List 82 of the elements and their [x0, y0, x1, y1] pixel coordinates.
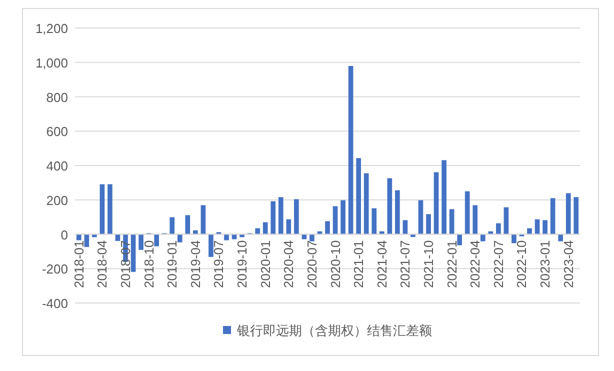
- x-tick-label: 2021-10: [421, 240, 436, 288]
- bar: [449, 209, 454, 234]
- bar: [395, 190, 400, 234]
- bar: [534, 219, 540, 234]
- bar: [270, 201, 276, 234]
- y-tick-label: 0: [60, 227, 68, 242]
- y-tick-label: 400: [46, 158, 68, 174]
- bar: [332, 206, 338, 234]
- x-tick-label: 2023-01: [538, 240, 553, 288]
- bar: [208, 234, 214, 257]
- bar: [310, 234, 314, 242]
- bar: [286, 219, 292, 234]
- x-tick-label: 2019-01: [164, 240, 180, 288]
- bar: [340, 200, 346, 234]
- x-tick-label: 2022-04: [468, 240, 483, 288]
- bar: [472, 205, 478, 234]
- y-tick-label: 1,200: [35, 21, 68, 36]
- bar: [480, 234, 486, 242]
- x-tick-label: 2021-01: [351, 240, 366, 288]
- x-tick-label: 2019-07: [211, 240, 226, 288]
- bar: [527, 228, 532, 234]
- x-tick-label: 2023-04: [560, 240, 576, 288]
- bar: [200, 205, 206, 234]
- y-tick-label: -400: [42, 296, 68, 311]
- bar: [193, 230, 198, 234]
- x-tick-label: 2019-04: [188, 240, 203, 288]
- bar: [185, 215, 190, 234]
- bar: [278, 197, 284, 234]
- y-tick-label: 200: [46, 192, 68, 208]
- bar: [566, 193, 571, 234]
- x-tick-label: 2018-04: [94, 240, 110, 288]
- x-tick-label: 2021-07: [398, 240, 413, 288]
- x-tick-label: 2019-10: [234, 240, 250, 288]
- x-tick-label: 2018-01: [71, 240, 86, 288]
- bar: [138, 234, 144, 250]
- bar: [512, 234, 516, 244]
- bar: [457, 234, 462, 246]
- bar: [558, 234, 563, 242]
- x-tick-label: 2020-04: [281, 240, 296, 288]
- y-tick-label: -200: [42, 262, 68, 277]
- x-tick-label: 2020-01: [258, 240, 273, 288]
- bar: [294, 199, 299, 234]
- bar: [84, 234, 90, 247]
- bar: [418, 200, 424, 234]
- bar: [130, 234, 136, 272]
- x-tick-label: 2018-10: [141, 240, 156, 288]
- bar: [224, 234, 229, 240]
- bar: [542, 220, 548, 234]
- bar: [426, 214, 431, 234]
- y-tick-label: 600: [46, 124, 68, 140]
- bar: [170, 217, 175, 234]
- bar: [108, 184, 112, 234]
- bar: [154, 234, 159, 246]
- bar: [550, 198, 556, 234]
- y-tick-label: 1,000: [35, 55, 68, 70]
- x-tick-label: 2022-01: [444, 240, 460, 288]
- y-tick-label: 800: [46, 90, 68, 105]
- bar: [356, 158, 361, 234]
- legend-label: 银行即远期（含期权）结售汇差额: [236, 323, 432, 338]
- bar: [177, 234, 182, 242]
- x-tick-label: 2020-10: [328, 240, 343, 288]
- x-tick-label: 2020-07: [304, 240, 320, 288]
- x-tick-label: 2022-07: [490, 240, 506, 288]
- bar: [387, 178, 392, 234]
- bar: [325, 221, 330, 234]
- bar: [434, 172, 439, 234]
- bar: [504, 207, 509, 234]
- x-tick-label: 2018-07: [118, 240, 133, 288]
- bar: [76, 234, 82, 240]
- x-tick-label: 2021-04: [374, 240, 390, 288]
- bar: [442, 160, 446, 234]
- bar: [574, 197, 579, 234]
- bar: [100, 184, 105, 234]
- bar: [364, 173, 369, 234]
- bar: [496, 223, 501, 234]
- x-tick-label: 2022-10: [514, 240, 530, 288]
- bar: [372, 208, 377, 234]
- bar: [255, 228, 260, 234]
- bar: [402, 220, 408, 234]
- bar: [262, 222, 268, 234]
- bar: [464, 191, 470, 234]
- bar: [348, 66, 354, 234]
